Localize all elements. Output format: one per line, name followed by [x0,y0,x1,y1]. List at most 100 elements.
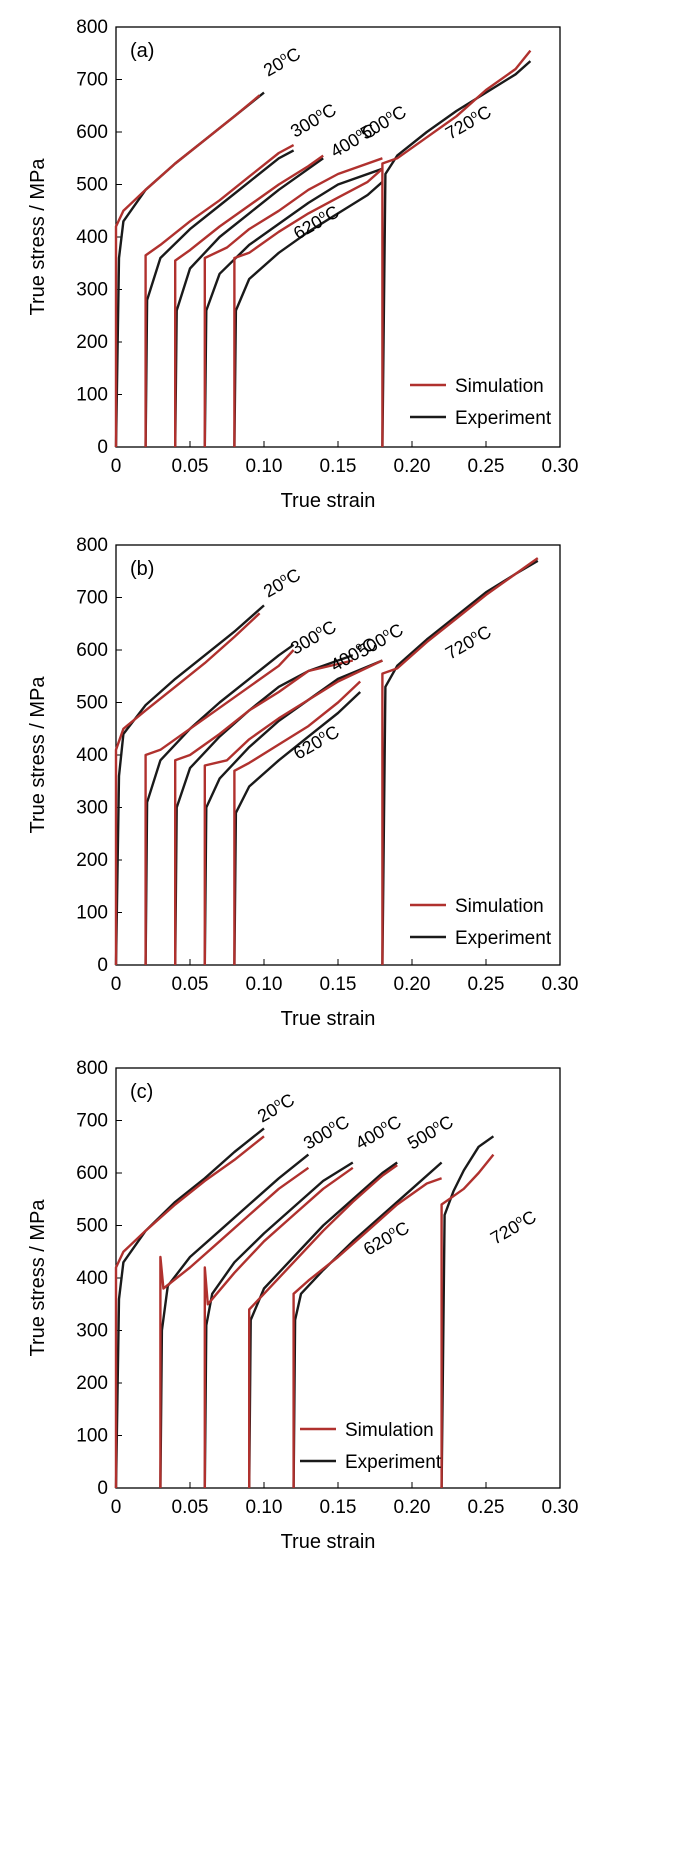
series-line-experiment-500c [248,1161,398,1489]
series-line-simulation-500c [248,1164,398,1488]
curve-label: 500oC [354,620,407,662]
y-tick-label: 100 [76,385,108,406]
series-line-experiment-20c [114,1127,265,1489]
y-tick-label: 400 [76,745,108,766]
y-tick-label: 600 [76,122,108,143]
legend-label-simulation: Simulation [345,1420,434,1441]
x-tick-label: 0.05 [172,456,209,477]
legend: Simulation Experiment [410,896,552,949]
legend-label-experiment: Experiment [455,408,552,429]
series-line-simulation-500c [203,659,383,965]
chart-panel-b: 0 100 200 300 400 500 600 700 800 0 0.05 0.10 0.15 0.… [27,535,578,1030]
series-line-simulation-20c [114,612,261,965]
series-line-experiment-300c [159,1153,310,1489]
series-line-simulation-620c [292,1177,442,1488]
y-tick-label: 200 [76,850,108,871]
series-line-simulation-620c [233,680,362,965]
x-tick-label: 0 [111,456,122,477]
x-tick-label: 0.05 [172,1497,209,1518]
legend: Simulation Experiment [300,1420,442,1473]
y-tick-label: 800 [76,1058,108,1079]
y-tick-label: 400 [76,227,108,248]
y-tick-label: 300 [76,1321,108,1342]
x-tick-label: 0.10 [246,456,283,477]
y-tick-label: 100 [76,903,108,924]
x-tick-label: 0.20 [394,974,431,995]
series-line-experiment-400c [203,1161,354,1489]
y-tick-label: 100 [76,1426,108,1447]
curve-label: 720oC [442,102,495,144]
curve-label: 300oC [300,1112,353,1154]
series-line-simulation-400c [174,659,354,965]
legend-label-experiment: Experiment [345,1452,442,1473]
series-line-simulation-20c [114,1135,265,1488]
y-tick-label: 300 [76,280,108,301]
series-line-simulation-500c [203,157,383,447]
series-line-simulation-300c [144,649,295,965]
curve-label: 20oC [254,1090,298,1127]
x-tick-label: 0.15 [320,974,357,995]
x-tick-label: 0.30 [542,1497,579,1518]
y-tick-label: 0 [97,1478,108,1499]
series-line-simulation-300c [144,144,295,447]
panel-label: (b) [130,558,154,580]
legend-label-simulation: Simulation [455,896,544,917]
y-tick-label: 0 [97,437,108,458]
chart-panel-c: 0 100 200 300 400 500 600 700 800 0 0.05 0.10 0.15 0.… [27,1058,578,1553]
series-line-simulation-400c [203,1166,354,1488]
y-tick-label: 0 [97,955,108,976]
y-tick-label: 500 [76,693,108,714]
x-axis-label: True strain [281,490,376,512]
y-tick-label: 200 [76,1373,108,1394]
series-line-experiment-20c [114,604,265,966]
curve-label: 720oC [442,622,495,664]
x-tick-label: 0.30 [542,456,579,477]
y-tick-label: 400 [76,1268,108,1289]
y-axis-label: True stress / MPa [27,676,49,834]
x-axis-label: True strain [281,1531,376,1553]
y-tick-label: 500 [76,1216,108,1237]
series-line-experiment-620c [233,691,362,966]
series-line-experiment-720c [381,60,532,448]
x-tick-label: 0.20 [394,456,431,477]
y-tick-label: 700 [76,70,108,91]
curve-label: 500oC [404,1112,457,1154]
x-tick-label: 0 [111,974,122,995]
x-tick-label: 0.10 [246,1497,283,1518]
y-tick-label: 300 [76,798,108,819]
y-tick-label: 200 [76,332,108,353]
panel-label: (a) [130,40,154,62]
x-tick-label: 0.20 [394,1497,431,1518]
series-line-experiment-300c [144,643,295,966]
series-line-experiment-620c [233,181,384,448]
x-tick-label: 0.15 [320,1497,357,1518]
y-tick-label: 500 [76,175,108,196]
series-line-simulation-300c [159,1166,310,1488]
series-line-simulation-400c [174,154,324,447]
series-line-simulation-620c [233,167,384,447]
curve-label: 500oC [357,102,410,144]
y-axis-label: True stress / MPa [27,158,49,316]
y-tick-label: 800 [76,535,108,556]
x-tick-label: 0.10 [246,974,283,995]
y-tick-label: 700 [76,588,108,609]
y-tick-label: 600 [76,1163,108,1184]
x-tick-label: 0.25 [468,974,505,995]
y-axis-label: True stress / MPa [27,1199,49,1357]
y-tick-label: 800 [76,17,108,38]
x-tick-label: 0.25 [468,1497,505,1518]
x-tick-label: 0.15 [320,456,357,477]
curve-label: 620oC [360,1218,413,1260]
chart-panel-a: 0 100 200 300 400 500 600 700 800 0 0.05 0.10 0.15 0.… [27,17,578,512]
y-tick-label: 600 [76,640,108,661]
curve-label: 20oC [260,44,304,81]
legend: Simulation Experiment [410,376,552,429]
legend-label-experiment: Experiment [455,928,552,949]
series-line-experiment-300c [144,149,295,448]
x-tick-label: 0.25 [468,456,505,477]
y-tick-label: 700 [76,1111,108,1132]
x-axis-label: True strain [281,1008,376,1030]
curve-label: 720oC [487,1207,540,1249]
